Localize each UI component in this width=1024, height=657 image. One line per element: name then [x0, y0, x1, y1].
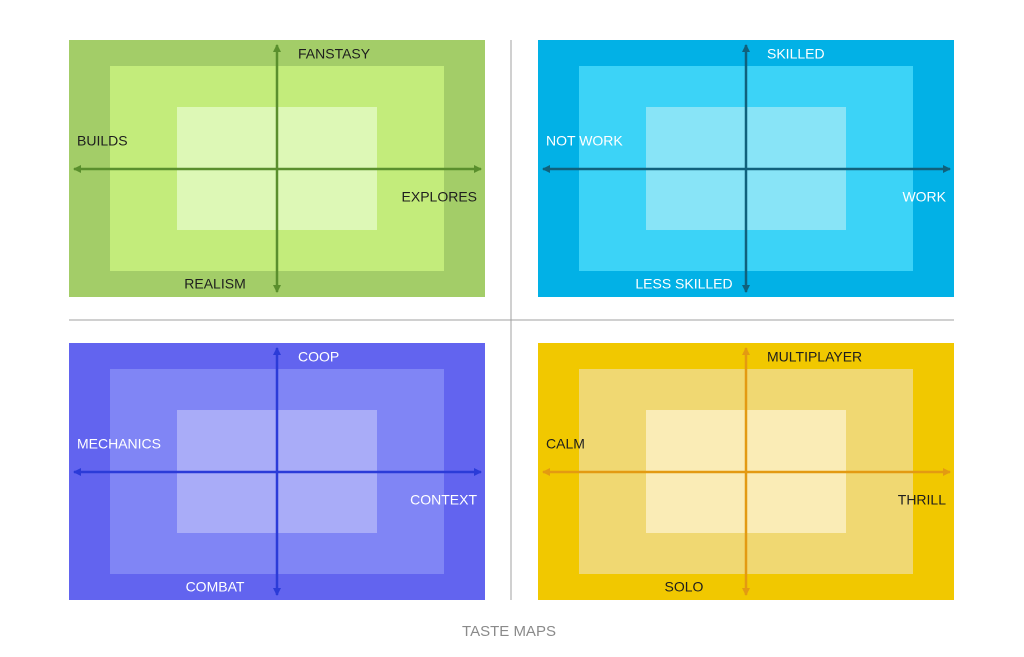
- label-top: COOP: [298, 349, 339, 365]
- panel: COOP MECHANICS CONTEXT COMBAT: [69, 343, 485, 600]
- label-top: MULTIPLAYER: [767, 349, 862, 365]
- label-right: CONTEXT: [410, 492, 477, 508]
- label-bottom: LESS SKILLED: [635, 276, 732, 292]
- panel: MULTIPLAYER CALM THRILL SOLO: [538, 343, 954, 600]
- label-right: EXPLORES: [402, 189, 477, 205]
- caption: TASTE MAPS: [462, 623, 556, 640]
- panel: SKILLED NOT WORK WORK LESS SKILLED: [538, 40, 954, 297]
- panel: FANSTASY BUILDS EXPLORES REALISM: [69, 40, 485, 297]
- label-left: MECHANICS: [77, 436, 161, 452]
- label-left: BUILDS: [77, 133, 128, 149]
- label-right: WORK: [902, 189, 946, 205]
- label-left: CALM: [546, 436, 585, 452]
- label-right: THRILL: [898, 492, 946, 508]
- label-bottom: REALISM: [184, 276, 245, 292]
- label-top: FANSTASY: [298, 46, 371, 62]
- label-top: SKILLED: [767, 46, 825, 62]
- label-bottom: SOLO: [665, 579, 704, 595]
- label-left: NOT WORK: [546, 133, 623, 149]
- label-bottom: COMBAT: [186, 579, 245, 595]
